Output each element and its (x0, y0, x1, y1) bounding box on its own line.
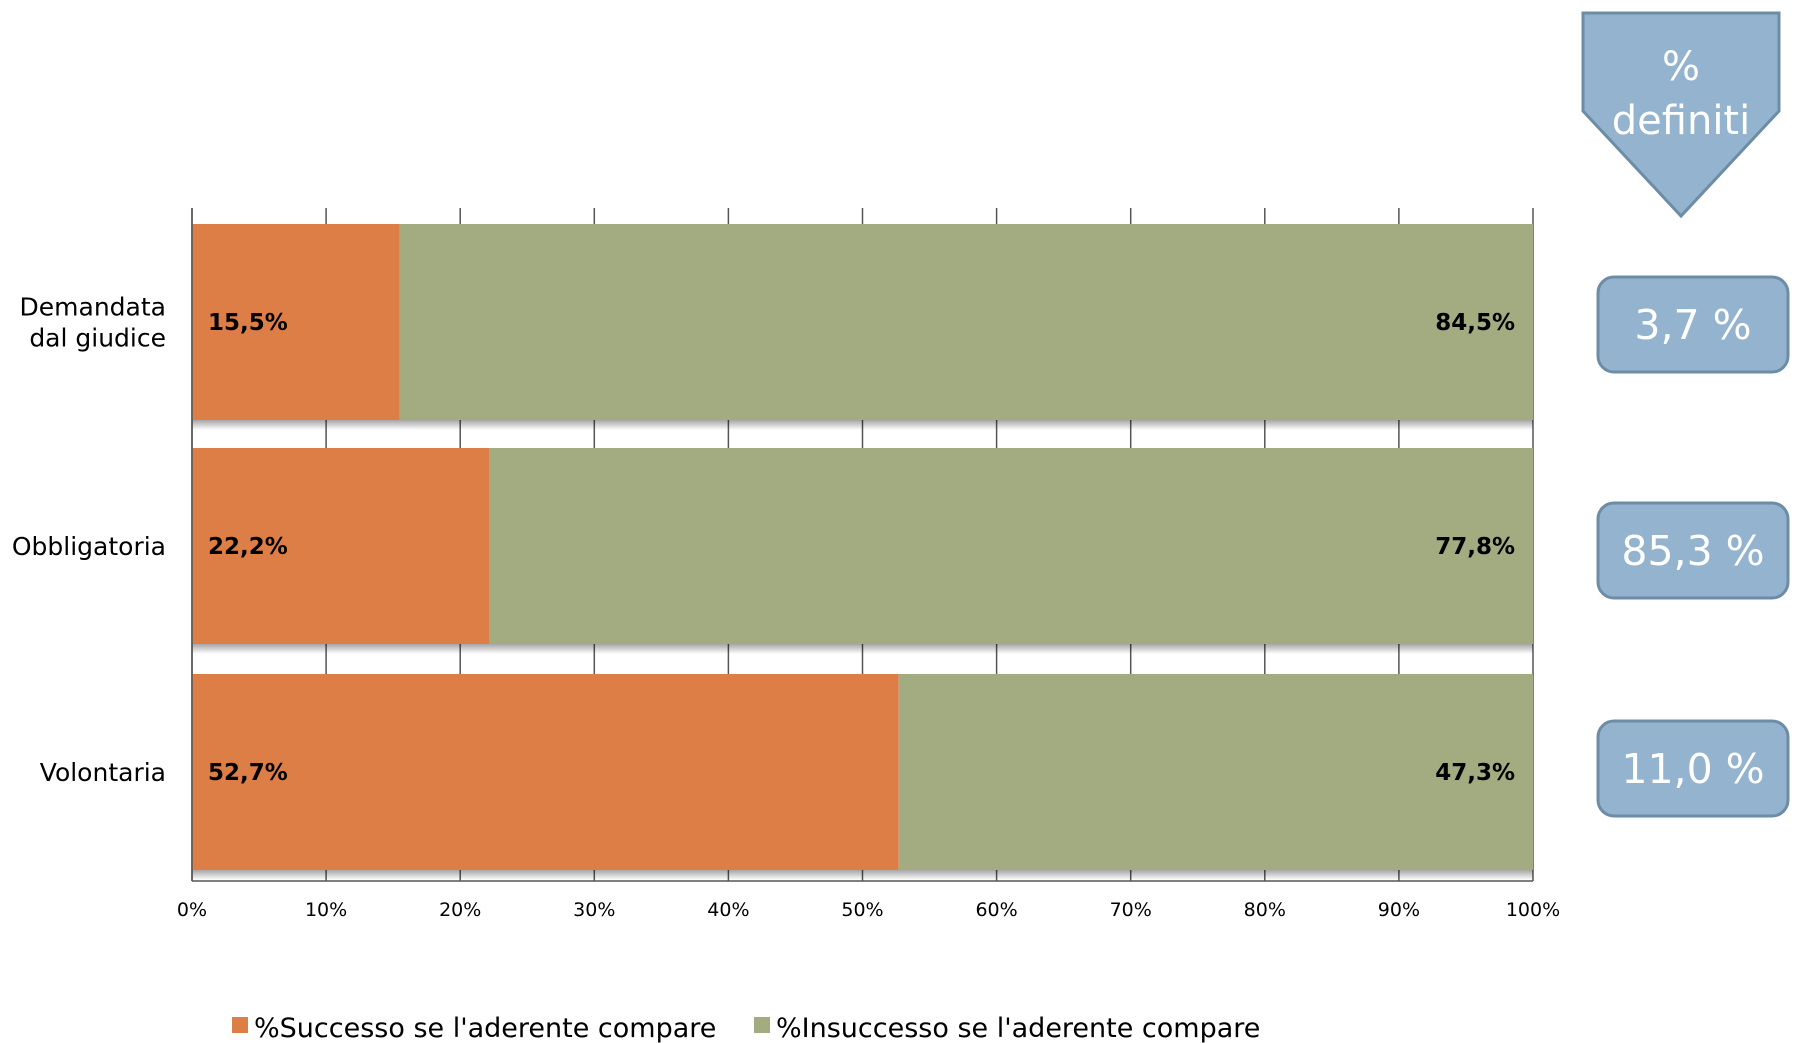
x-tick-label-2: 20% (439, 899, 481, 921)
bar-successo-1 (192, 448, 490, 644)
bars (192, 224, 1534, 880)
callout-text: % definiti (1612, 44, 1750, 144)
definiti-box-0: 3,7 % (1596, 275, 1790, 374)
data-label-1-1: 77,8% (1435, 534, 1515, 560)
x-tick-label-6: 60% (975, 899, 1017, 921)
definiti-box-bg-0 (1596, 275, 1790, 374)
category-label-0: Demandata dal giudice (20, 293, 166, 353)
definiti-box-2: 11,0 % (1596, 719, 1790, 818)
x-tick-label-9: 90% (1378, 899, 1420, 921)
bar-shadow-0 (192, 420, 1533, 430)
definiti-box-bg-2 (1596, 719, 1790, 818)
data-label-0-0: 15,5% (208, 310, 288, 336)
legend-swatch-0 (232, 1017, 248, 1033)
legend-item-0: %Successo se l'aderente compare (232, 1013, 716, 1043)
legend: %Successo se l'aderente compare %Insucces… (232, 1013, 1260, 1043)
category-label-2: Volontaria (40, 758, 166, 787)
x-tick-label-5: 50% (841, 899, 883, 921)
x-axis: 0% 10% 20% 30% 40% 50% 60% 70% 80% 90% 100% (177, 208, 1560, 921)
category-labels: Demandata dal giudice Obbligatoria Volontar… (12, 293, 166, 788)
x-tick-label-8: 80% (1244, 899, 1286, 921)
definiti-value-0: 3,7 % (1634, 301, 1751, 349)
data-labels: 15,5% 84,5% 22,2% 77,8% 52,7% 47,3% (208, 310, 1515, 786)
callout-arrow (1581, 11, 1781, 219)
bar-shadow-1 (192, 644, 1533, 654)
legend-label-1: %Insuccesso se l'aderente compare (776, 1013, 1260, 1043)
data-label-1-0: 84,5% (1435, 310, 1515, 336)
bar-insuccesso-1 (489, 448, 1533, 644)
x-tick-label-0: 0% (177, 899, 207, 921)
definiti-value-1: 85,3 % (1621, 527, 1764, 575)
x-tick-label-4: 40% (707, 899, 749, 921)
bar-insuccesso-0 (399, 224, 1534, 420)
bar-successo-2 (192, 674, 899, 870)
category-label-1: Obbligatoria (12, 532, 166, 561)
definiti-box-bg-1 (1596, 501, 1790, 600)
legend-swatch-1 (754, 1017, 770, 1033)
definiti-value-2: 11,0 % (1621, 745, 1764, 793)
side-panel: % definiti 3,7 % 85,3 % 11,0 % (1581, 11, 1790, 818)
x-tick-label-1: 10% (305, 899, 347, 921)
data-label-1-2: 47,3% (1435, 760, 1515, 786)
legend-item-1: %Insuccesso se l'aderente compare (754, 1013, 1260, 1043)
legend-label-0: %Successo se l'aderente compare (254, 1013, 716, 1043)
data-label-0-1: 22,2% (208, 534, 288, 560)
x-tick-label-10: 100% (1506, 899, 1560, 921)
x-tick-label-7: 70% (1110, 899, 1152, 921)
bar-shadow-2 (192, 870, 1533, 880)
x-tick-label-3: 30% (573, 899, 615, 921)
bar-insuccesso-2 (898, 674, 1533, 870)
bar-successo-0 (192, 224, 400, 420)
definiti-box-1: 85,3 % (1596, 501, 1790, 600)
data-label-0-2: 52,7% (208, 760, 288, 786)
